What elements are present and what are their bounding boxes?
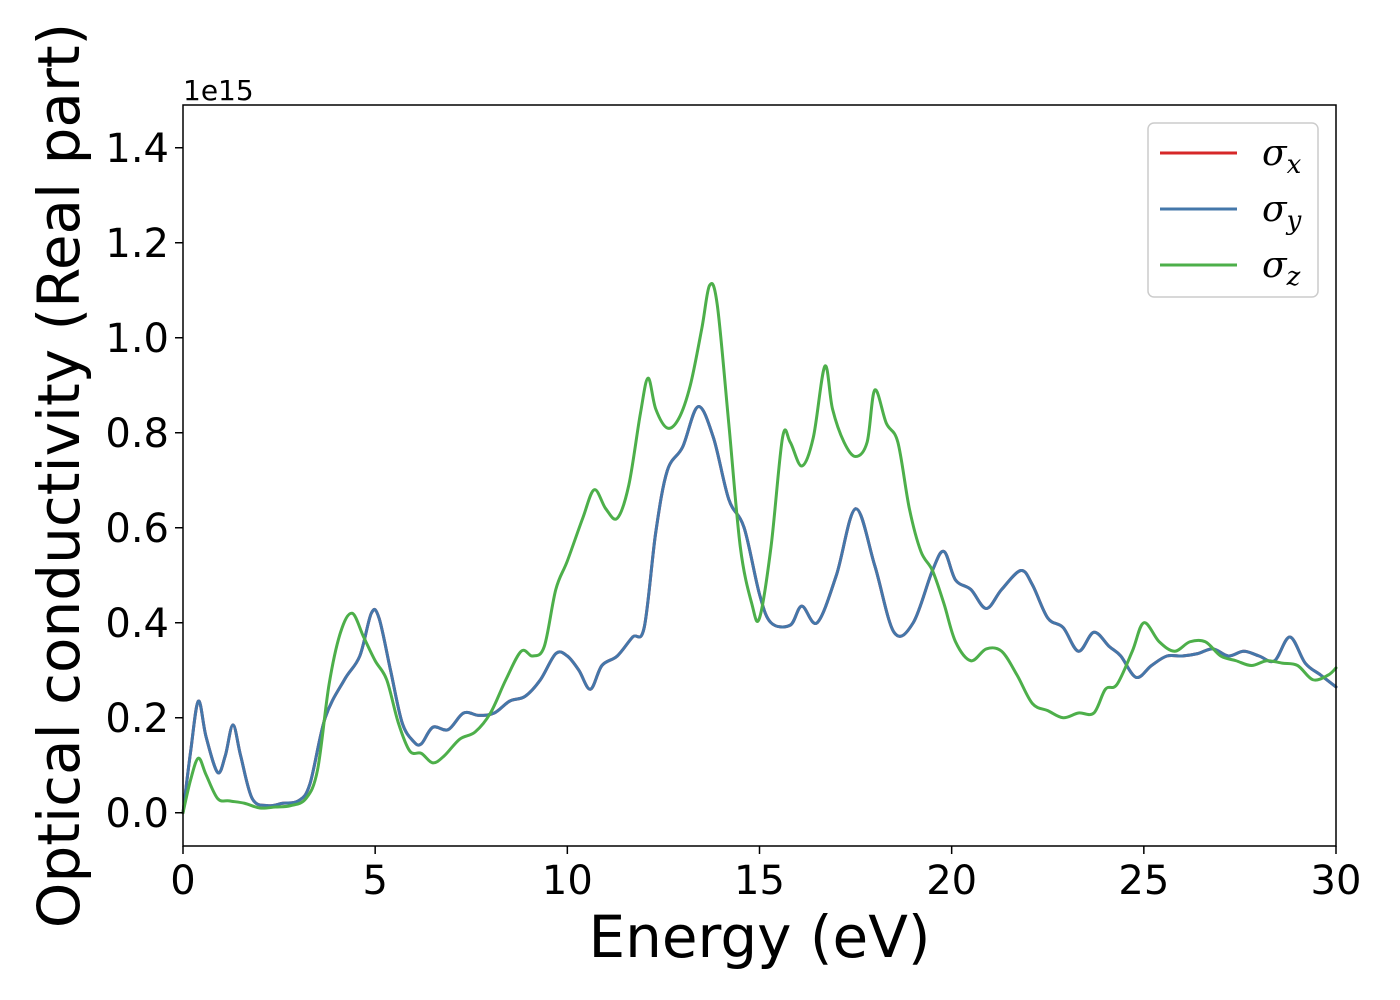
y-tick-label: 0.2 xyxy=(105,696,169,742)
y-tick-label: 1.4 xyxy=(105,126,169,172)
y-tick-label: 0.0 xyxy=(105,791,169,837)
x-tick-label: 0 xyxy=(170,858,195,904)
series-line-z xyxy=(181,282,1338,815)
y-offset-label: 1e15 xyxy=(183,74,254,107)
series-layer xyxy=(181,282,1338,815)
x-tick-label: 20 xyxy=(926,858,977,904)
x-tick-label: 15 xyxy=(734,858,785,904)
series-line-y xyxy=(181,405,1338,815)
y-tick-label: 0.6 xyxy=(105,506,169,552)
y-tick-label: 1.0 xyxy=(105,316,169,362)
x-tick-label: 10 xyxy=(542,858,593,904)
x-tick-label: 25 xyxy=(1118,858,1169,904)
y-tick-label: 0.8 xyxy=(105,411,169,457)
y-axis-title: Optical conductivity (Real part) xyxy=(25,23,93,928)
y-axis: 0.0 0.2 0.4 0.6 0.8 1.0 1.2 1.4 xyxy=(105,126,183,837)
y-tick-label: 0.4 xyxy=(105,601,169,647)
x-axis-title: Energy (eV) xyxy=(588,903,930,971)
y-tick-label: 1.2 xyxy=(105,221,169,267)
x-tick-label: 30 xyxy=(1311,858,1362,904)
x-axis: 0 5 10 15 20 25 30 xyxy=(170,846,1361,904)
x-tick-label: 5 xyxy=(362,858,387,904)
